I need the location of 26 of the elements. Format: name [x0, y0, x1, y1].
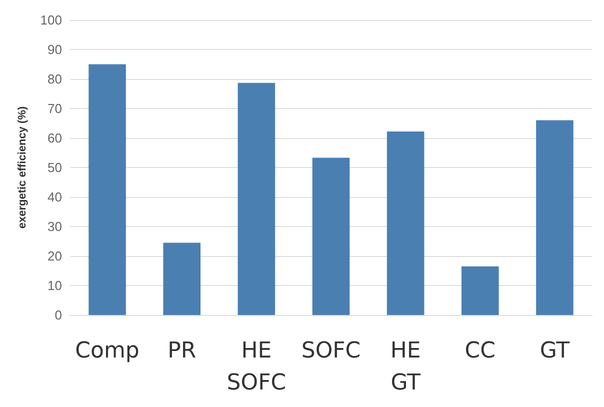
bar [238, 82, 276, 315]
bar [536, 120, 574, 315]
bar [88, 64, 126, 315]
y-axis-title: exergetic efficiency (%) [16, 106, 28, 229]
y-tick-label: 60 [48, 130, 62, 146]
x-tick-label: CC [464, 338, 496, 364]
bar [163, 242, 200, 315]
y-tick-label: 80 [48, 72, 62, 86]
x-tick-label: Comp [75, 338, 140, 364]
y-tick-label: 90 [48, 42, 62, 57]
x-tick-label: SOFC [301, 338, 361, 364]
y-tick-label: 0 [54, 308, 62, 322]
y-tick-label: 50 [48, 160, 62, 175]
x-tick-label: HE SOFC [226, 338, 286, 396]
bar [312, 158, 350, 315]
y-tick-label: 40 [48, 190, 62, 204]
y-tick-label: 100 [40, 12, 62, 28]
bar [386, 132, 424, 315]
x-tick-label: GT [540, 338, 570, 364]
x-tick-label: PR [168, 338, 196, 364]
bar [462, 266, 499, 315]
y-tick-label: 10 [48, 278, 62, 293]
y-tick-label: 20 [48, 248, 62, 264]
x-tick-label: HE GT [390, 338, 421, 396]
y-tick-label: 70 [48, 101, 62, 116]
y-tick-label: 30 [48, 219, 62, 234]
